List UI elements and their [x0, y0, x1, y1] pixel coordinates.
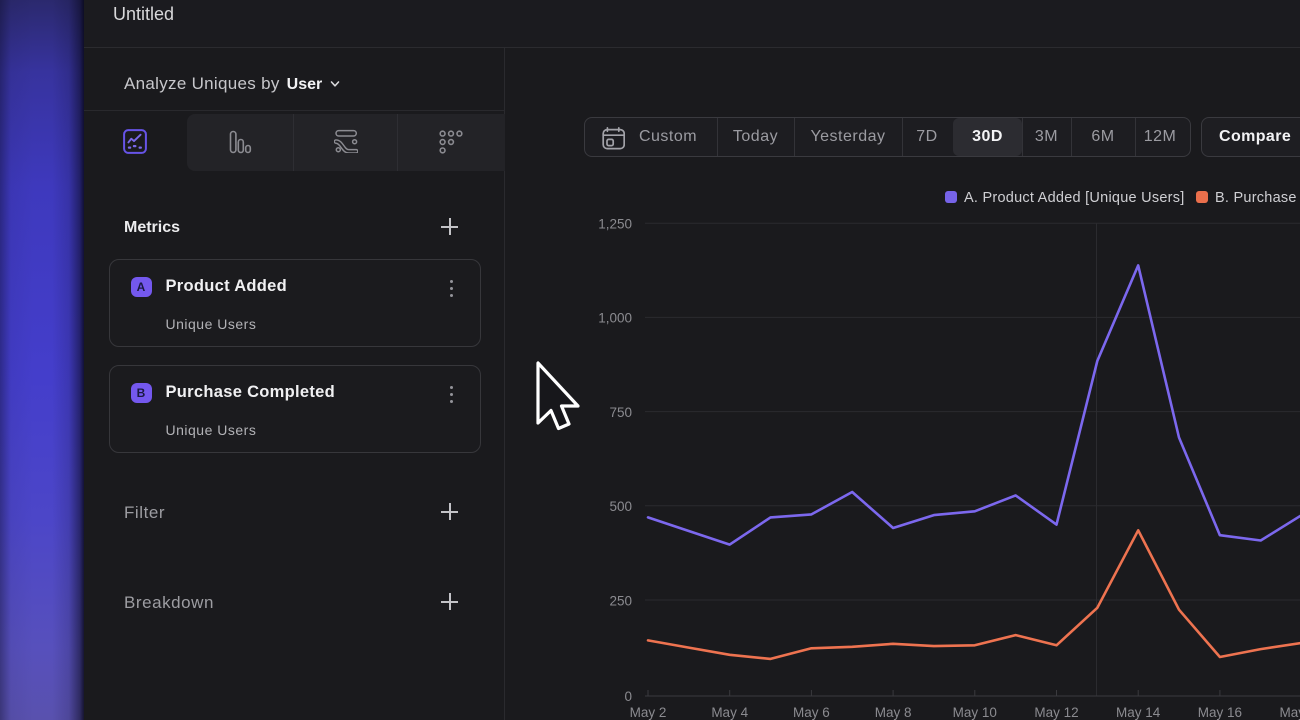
svg-text:May 6: May 6: [793, 705, 830, 720]
svg-text:750: 750: [609, 405, 632, 420]
svg-text:0: 0: [624, 689, 632, 704]
svg-text:May 4: May 4: [711, 705, 748, 720]
svg-text:500: 500: [609, 499, 632, 514]
svg-text:May 12: May 12: [1034, 705, 1078, 720]
svg-text:1,000: 1,000: [598, 311, 632, 326]
svg-text:May 2: May 2: [630, 705, 667, 720]
svg-text:May 16: May 16: [1198, 705, 1242, 720]
svg-text:1,250: 1,250: [598, 217, 632, 232]
svg-text:May 10: May 10: [953, 705, 997, 720]
svg-text:May 8: May 8: [875, 705, 912, 720]
svg-text:250: 250: [609, 593, 632, 608]
svg-text:May 14: May 14: [1116, 705, 1161, 720]
svg-text:May 18: May 18: [1279, 705, 1300, 720]
